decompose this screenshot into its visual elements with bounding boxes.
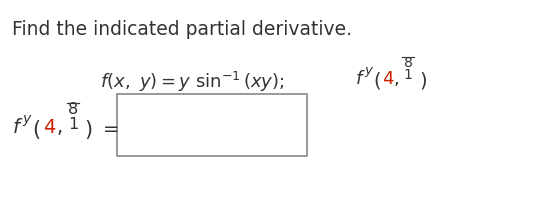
- FancyBboxPatch shape: [117, 94, 307, 156]
- Text: 1: 1: [68, 117, 78, 132]
- Text: $)$: $)$: [419, 70, 427, 91]
- Text: $4$: $4$: [382, 70, 395, 88]
- Text: $4$: $4$: [43, 118, 56, 137]
- Text: 8: 8: [404, 56, 412, 70]
- Text: $,$: $,$: [56, 118, 62, 137]
- Text: $f$: $f$: [355, 70, 365, 88]
- Text: $)$: $)$: [84, 118, 92, 141]
- Text: $=$: $=$: [99, 118, 119, 137]
- Text: $f(x,\ y) = y\ \sin^{-1}(xy);$: $f(x,\ y) = y\ \sin^{-1}(xy);$: [100, 70, 285, 94]
- Text: $y$: $y$: [22, 113, 33, 128]
- Text: $y$: $y$: [364, 65, 374, 79]
- Text: 1: 1: [404, 68, 412, 82]
- Text: $f$: $f$: [12, 118, 23, 137]
- Text: Find the indicated partial derivative.: Find the indicated partial derivative.: [12, 20, 352, 39]
- Text: 8: 8: [68, 102, 78, 117]
- Text: $,$: $,$: [393, 70, 399, 88]
- Text: $($: $($: [32, 118, 40, 141]
- Text: $($: $($: [373, 70, 381, 91]
